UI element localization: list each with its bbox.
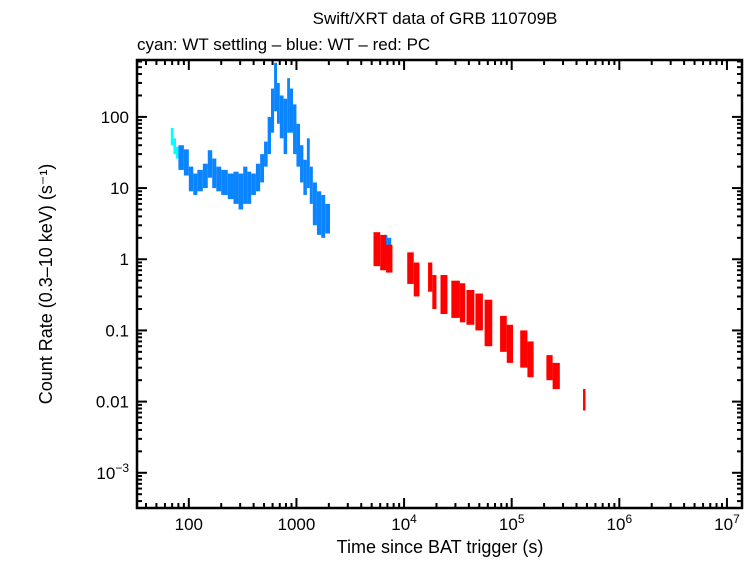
data-point: [303, 159, 307, 195]
data-point: [267, 116, 271, 155]
data-point: [306, 138, 310, 189]
data-point: [309, 166, 313, 204]
data-point: [484, 299, 493, 347]
data-point: [216, 166, 222, 192]
series-wt-settling: [170, 127, 179, 159]
x-tick-exponent: 4: [410, 512, 417, 526]
data-point: [552, 362, 560, 390]
data-point: [247, 171, 252, 204]
data-point: [546, 355, 553, 381]
data-point: [321, 194, 326, 238]
data-point: [197, 169, 203, 192]
data-point: [255, 163, 261, 192]
data-point: [260, 154, 265, 183]
chart-title: Swift/XRT data of GRB 110709B: [313, 9, 558, 28]
data-point: [274, 62, 278, 112]
y-tick-label: 10: [110, 179, 129, 198]
data-point: [407, 252, 414, 284]
data-point: [459, 283, 466, 323]
data-point: [193, 173, 198, 195]
data-point: [289, 88, 294, 133]
data-point: [175, 146, 179, 159]
x-tick-label: 104: [391, 512, 417, 534]
data-point: [373, 232, 381, 267]
data-point: [178, 145, 184, 170]
data-point: [432, 275, 437, 309]
series-pc: [373, 232, 586, 411]
data-point: [279, 95, 284, 139]
chart-subtitle: cyan: WT settling – blue: WT – red: PC: [137, 35, 430, 54]
plot-frame: [135, 58, 744, 510]
data-point: [386, 244, 393, 273]
y-tick-label: 1: [120, 250, 129, 269]
data-point: [251, 173, 256, 195]
data-point: [300, 145, 304, 183]
x-tick-label: 106: [607, 512, 633, 534]
data-point: [188, 166, 194, 192]
x-tick-label: 1000: [278, 515, 316, 534]
data-point: [293, 104, 297, 155]
data-point: [202, 163, 208, 189]
data-point: [413, 262, 420, 297]
data-point: [264, 141, 268, 167]
data-point: [475, 293, 483, 331]
data-point: [428, 262, 433, 292]
data-point: [466, 289, 475, 325]
x-tick-label: 105: [499, 512, 525, 534]
axes: 100 1000 104 105 106 107 10−3 0.01 0.1 1 10 100: [96, 60, 742, 534]
data-point: [233, 171, 239, 204]
y-tick-label: 0.01: [96, 393, 129, 412]
data-point: [221, 169, 228, 195]
y-tick-label: 100: [101, 108, 129, 127]
y-tick-label: 10−3: [96, 461, 129, 483]
x-axis-label: Time since BAT trigger (s): [337, 537, 544, 557]
data-point: [380, 234, 387, 271]
data-point: [173, 138, 176, 155]
x-tick-exponent: 6: [625, 512, 632, 526]
data-point: [207, 150, 213, 178]
data-point: [312, 182, 317, 226]
data-point: [583, 389, 586, 411]
data-point: [520, 330, 528, 368]
data-point: [287, 78, 290, 133]
data-point: [325, 203, 330, 234]
data-point: [506, 324, 514, 363]
data-point: [238, 173, 244, 210]
data-point: [243, 166, 248, 204]
data-point: [440, 275, 448, 315]
data-point: [170, 127, 174, 146]
y-tick-label: 0.1: [105, 321, 129, 340]
data-point: [183, 149, 189, 176]
x-tick-exponent: 7: [733, 512, 740, 526]
x-tick-exponent: 5: [518, 512, 525, 526]
data-point: [277, 82, 280, 124]
data-point: [283, 98, 288, 155]
x-tick-label: 100: [175, 515, 203, 534]
data-marks: [170, 62, 586, 411]
y-tick-exponent: −3: [115, 461, 129, 475]
data-point: [316, 191, 322, 235]
y-axis-label: Count Rate (0.3–10 keV) (s⁻¹): [36, 164, 56, 405]
data-point: [296, 123, 301, 167]
data-point: [270, 88, 275, 133]
series-wt: [178, 62, 392, 273]
data-point: [451, 280, 460, 318]
x-tick-label: 107: [714, 512, 740, 534]
data-point: [527, 341, 534, 378]
data-point: [500, 315, 507, 352]
data-point: [212, 158, 217, 189]
data-point: [227, 173, 234, 200]
